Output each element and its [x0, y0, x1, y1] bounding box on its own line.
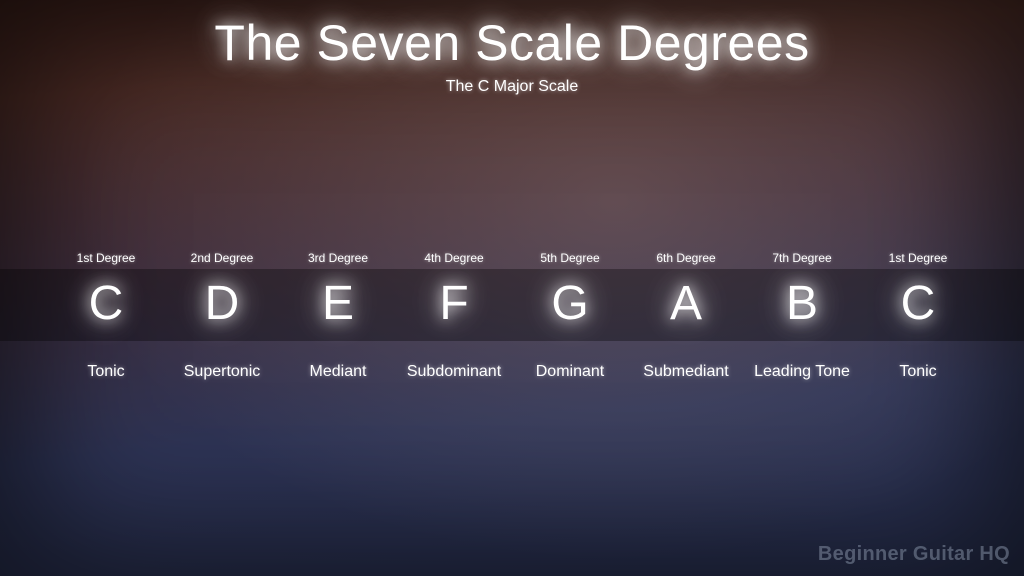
scale-column: 7th Degree B Leading Tone [744, 247, 860, 381]
degree-name: Tonic [48, 363, 164, 381]
scale-column: 2nd Degree D Supertonic [164, 247, 280, 381]
scale-column: 4th Degree F Subdominant [396, 247, 512, 381]
degree-label: 1st Degree [48, 247, 164, 269]
note-letter: D [164, 269, 280, 341]
degree-label: 4th Degree [396, 247, 512, 269]
degree-name: Subdominant [396, 363, 512, 381]
scale-column: 1st Degree C Tonic [48, 247, 164, 381]
watermark: Beginner Guitar HQ [818, 543, 1010, 566]
degree-label: 7th Degree [744, 247, 860, 269]
note-letter: C [860, 269, 976, 341]
note-letter: B [744, 269, 860, 341]
degree-label: 6th Degree [628, 247, 744, 269]
note-letter: G [512, 269, 628, 341]
scale-columns: 1st Degree C Tonic 2nd Degree D Superton… [0, 247, 1024, 381]
degree-name: Tonic [860, 363, 976, 381]
scale-column: 3rd Degree E Mediant [280, 247, 396, 381]
page-subtitle: The C Major Scale [0, 78, 1024, 96]
page-title: The Seven Scale Degrees [0, 0, 1024, 72]
note-letter: F [396, 269, 512, 341]
note-letter: C [48, 269, 164, 341]
note-letter: E [280, 269, 396, 341]
degree-label: 1st Degree [860, 247, 976, 269]
infographic: The Seven Scale Degrees The C Major Scal… [0, 0, 1024, 576]
degree-label: 2nd Degree [164, 247, 280, 269]
degree-name: Leading Tone [744, 363, 860, 381]
degree-name: Submediant [628, 363, 744, 381]
degree-name: Supertonic [164, 363, 280, 381]
degree-label: 3rd Degree [280, 247, 396, 269]
note-letter: A [628, 269, 744, 341]
scale-block: 1st Degree C Tonic 2nd Degree D Superton… [0, 247, 1024, 381]
degree-name: Dominant [512, 363, 628, 381]
degree-label: 5th Degree [512, 247, 628, 269]
scale-column: 5th Degree G Dominant [512, 247, 628, 381]
degree-name: Mediant [280, 363, 396, 381]
scale-column: 6th Degree A Submediant [628, 247, 744, 381]
scale-column: 1st Degree C Tonic [860, 247, 976, 381]
